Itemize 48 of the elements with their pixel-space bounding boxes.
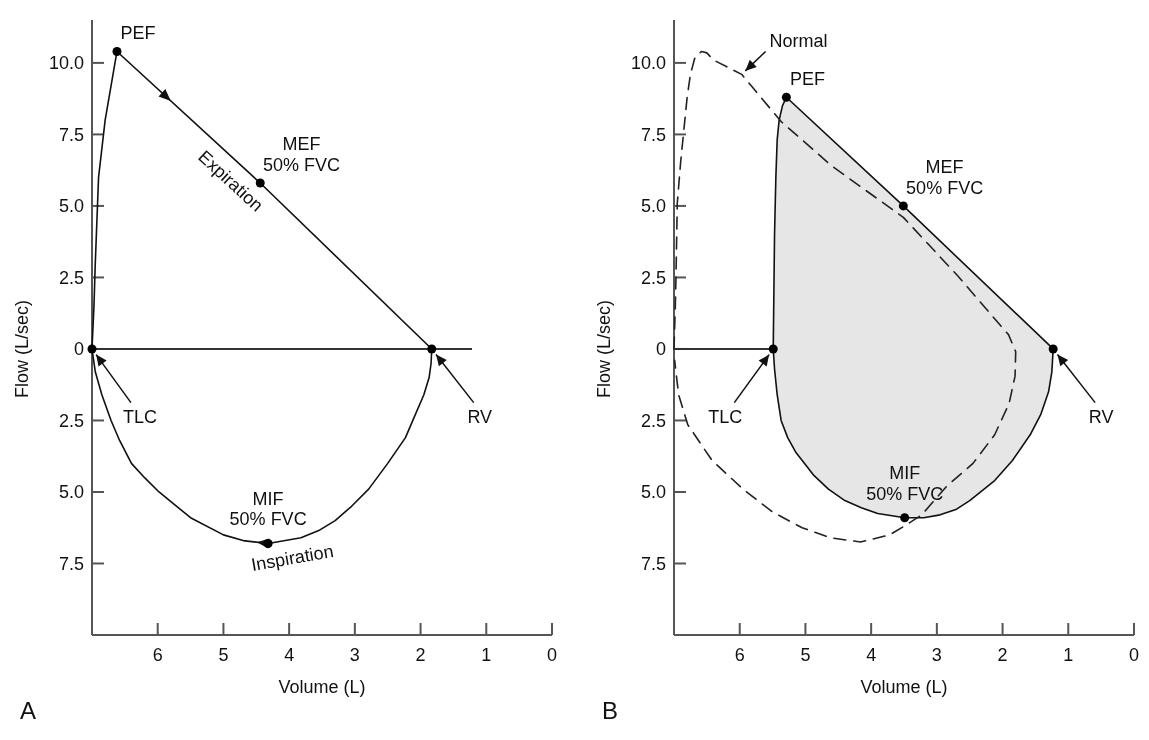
x-tick-label: 0 — [1128, 645, 1140, 665]
x-tick-label: 2 — [415, 645, 426, 665]
y-tick-label: 2.5 — [640, 267, 666, 288]
text: Normal — [769, 31, 828, 52]
x-tick-label: 3 — [349, 645, 360, 665]
y-tick-label: 0 — [73, 339, 84, 360]
y-tick-label: 7.5 — [640, 553, 666, 574]
y-axis-title: Flow (L/sec) — [12, 299, 32, 398]
y-tick-label: 2.5 — [58, 267, 84, 288]
x-tick-label: 0 — [546, 645, 558, 665]
y-tick-label: 7.5 — [58, 124, 84, 145]
annotation: RV — [467, 407, 493, 428]
y-tick-label: 5.0 — [640, 482, 666, 503]
y-tick-label: 10.0 — [630, 53, 666, 74]
annotation: PEF — [789, 69, 825, 90]
y-tick-label: 7.5 — [640, 124, 666, 145]
annotation: TLC — [122, 407, 158, 428]
y-tick-label: 5.0 — [58, 196, 84, 217]
text: B — [602, 697, 619, 724]
y-tick-label: 5.0 — [640, 196, 666, 217]
x-tick-label: 1 — [1063, 645, 1074, 665]
y-tick-label: 7.5 — [58, 553, 84, 574]
x-axis-title: Volume (L) — [860, 677, 948, 697]
x-tick-label: 5 — [800, 645, 811, 665]
y-tick-label: 2.5 — [640, 410, 666, 431]
y-tick-label: 2.5 — [58, 410, 84, 431]
x-axis-title: Volume (L) — [278, 677, 366, 697]
y-tick-label: 5.0 — [58, 482, 84, 503]
annotation: MEF 50% FVC — [262, 134, 341, 175]
x-tick-label: 3 — [931, 645, 942, 665]
annotation: PEF — [120, 23, 156, 44]
y-tick-label: 10.0 — [48, 53, 84, 74]
x-tick-label: 1 — [481, 645, 492, 665]
x-tick-label: 6 — [152, 645, 163, 665]
annotation: TLC — [708, 407, 743, 428]
annotation: MIF 50% FVC — [229, 488, 307, 530]
x-tick-label: 4 — [284, 645, 295, 665]
x-tick-label: 4 — [866, 645, 877, 665]
x-tick-label: 6 — [734, 645, 745, 665]
x-tick-label: 5 — [218, 645, 229, 665]
annotation: MEF 50% FVC — [906, 157, 984, 198]
annotation: MIF 50% FVC — [866, 462, 944, 504]
y-axis-title: Flow (L/sec) — [594, 299, 614, 398]
y-tick-label: 0 — [655, 339, 666, 360]
x-tick-label: 2 — [997, 645, 1008, 665]
text: A — [20, 697, 37, 724]
annotation: Inspiration — [249, 541, 335, 576]
annotation: RV — [1088, 407, 1114, 428]
